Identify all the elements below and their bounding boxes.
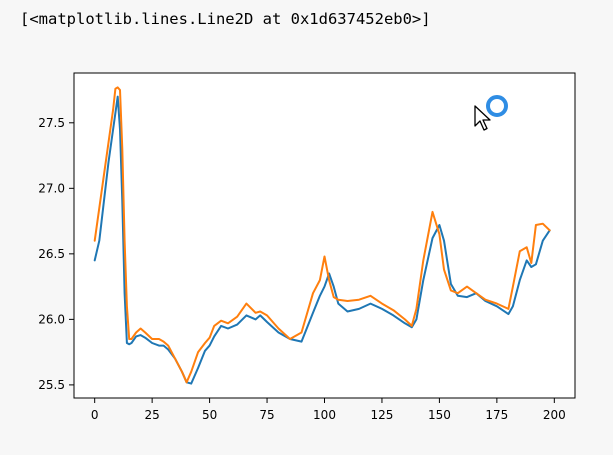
series-line-2 — [93, 86, 551, 384]
x-tick-label: 150 — [428, 408, 451, 422]
x-tick-label: 125 — [371, 408, 394, 422]
y-tick-label: 25.5 — [38, 378, 65, 392]
y-tick-label: 27.0 — [38, 181, 65, 195]
loading-spinner-icon — [486, 95, 508, 117]
series-line-1 — [93, 95, 551, 385]
x-tick-label: 25 — [144, 408, 159, 422]
x-tick-label: 100 — [313, 408, 336, 422]
mouse-cursor-icon — [474, 105, 491, 131]
x-tick-label: 50 — [202, 408, 217, 422]
output-repr-text: [<matplotlib.lines.Line2D at 0x1d637452e… — [20, 10, 431, 28]
y-tick-label: 27.5 — [38, 116, 65, 130]
x-tick-label: 175 — [485, 408, 508, 422]
plot-layer: 0 25 50 75 100 125 150 175 200 25.5 26.0 26.5 27.0 27… — [38, 72, 576, 422]
y-tick-label: 26.0 — [38, 312, 65, 326]
x-tick-label: 0 — [91, 408, 99, 422]
x-tick-label: 200 — [543, 408, 566, 422]
plot-area — [74, 73, 575, 398]
y-tick-label: 26.5 — [38, 247, 65, 261]
x-tick-label: 75 — [259, 408, 274, 422]
